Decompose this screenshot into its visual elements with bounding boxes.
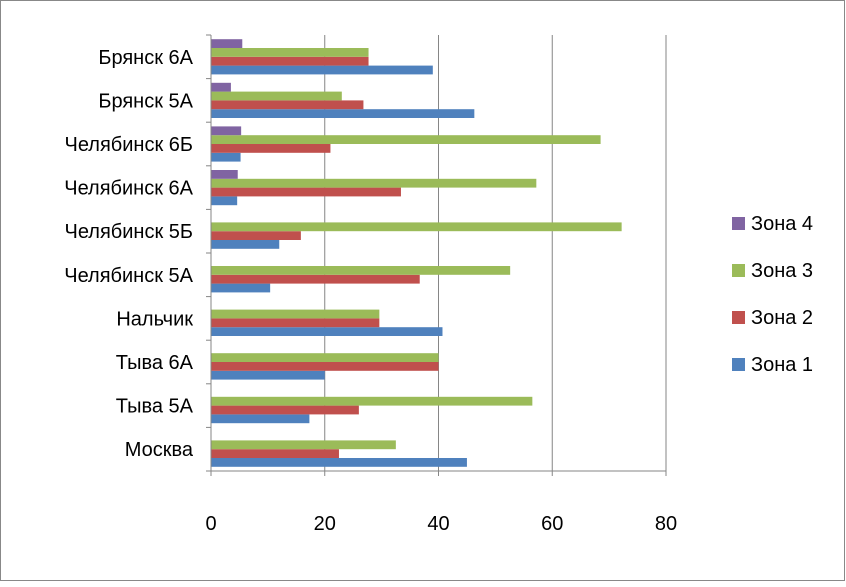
bar-Зона-3-7 [211, 135, 601, 144]
y-tick-label: Брянск 6А [98, 47, 193, 69]
bar-Зона-1-8 [211, 109, 474, 118]
x-tick-label: 20 [314, 513, 336, 535]
bar-Зона-3-6 [211, 179, 536, 188]
y-tick-label: Брянск 5А [98, 90, 193, 112]
bar-Зона-2-4 [211, 275, 420, 284]
y-tick-label: Нальчик [116, 308, 193, 330]
gridlines [325, 35, 666, 471]
bar-Зона-4-6 [211, 170, 238, 179]
bar-Зона-2-9 [211, 57, 369, 66]
bar-Зона-2-8 [211, 100, 363, 109]
bar-Зона-4-8 [211, 83, 231, 92]
legend-swatch [732, 264, 745, 277]
bar-Зона-2-5 [211, 231, 301, 240]
bar-Зона-1-3 [211, 327, 442, 336]
y-tick-label: Челябинск 5Б [64, 221, 193, 243]
x-tick-label: 60 [541, 513, 563, 535]
bar-Зона-1-9 [211, 66, 433, 75]
legend-label: Зона 2 [751, 307, 813, 329]
legend-swatch [732, 217, 745, 230]
legend-swatch [732, 311, 745, 324]
bar-Зона-1-1 [211, 414, 309, 423]
y-tick-label: Тыва 6А [116, 352, 194, 374]
y-tick-label: Челябинск 5А [64, 265, 193, 287]
bar-Зона-1-4 [211, 284, 270, 293]
bar-Зона-1-2 [211, 371, 325, 380]
bar-Зона-3-4 [211, 266, 510, 275]
legend-label: Зона 4 [751, 213, 813, 235]
bar-Зона-2-6 [211, 188, 401, 197]
bar-Зона-3-2 [211, 353, 439, 362]
bar-Зона-2-2 [211, 362, 439, 371]
bar-Зона-3-9 [211, 48, 369, 57]
bar-Зона-4-9 [211, 39, 242, 48]
bar-Зона-2-1 [211, 406, 359, 415]
legend-label: Зона 3 [751, 260, 813, 282]
bar-Зона-3-5 [211, 222, 622, 231]
bar-Зона-1-0 [211, 458, 467, 467]
x-tick-label: 40 [427, 513, 449, 535]
x-tick-label: 80 [655, 513, 677, 535]
y-tick-label: Тыва 5А [116, 396, 194, 418]
y-tick-label: Челябинск 6А [64, 178, 193, 200]
bar-Зона-1-6 [211, 196, 237, 205]
bars [211, 39, 622, 467]
bar-Зона-1-5 [211, 240, 279, 249]
bar-Зона-2-3 [211, 318, 379, 327]
y-tick-label: Челябинск 6Б [64, 134, 193, 156]
bar-Зона-3-8 [211, 92, 342, 101]
legend-swatch [732, 358, 745, 371]
bar-Зона-1-7 [211, 153, 241, 162]
bar-Зона-2-0 [211, 449, 339, 458]
bar-Зона-3-1 [211, 397, 532, 406]
legend-label: Зона 1 [751, 354, 813, 376]
bar-Зона-3-3 [211, 310, 379, 319]
bar-Зона-2-7 [211, 144, 330, 153]
x-tick-label: 0 [205, 513, 216, 535]
bar-Зона-4-7 [211, 126, 241, 135]
bar-Зона-3-0 [211, 440, 396, 449]
legend: Зона 4 Зона 3 Зона 2 Зона 1 [732, 213, 813, 376]
y-tick-label: Москва [125, 439, 194, 461]
